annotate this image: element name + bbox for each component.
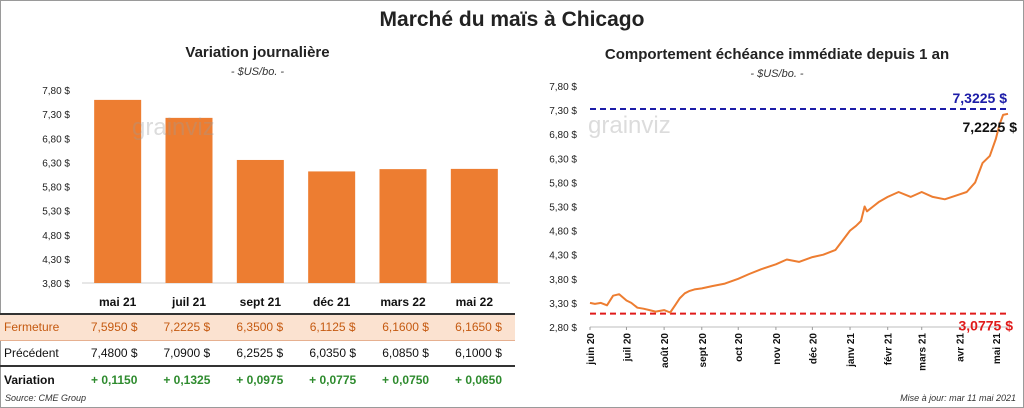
x-tick-label: juil 20 [622,333,633,363]
bar-mai 22 [450,168,498,283]
table-cell: + 0,0975 [236,372,284,387]
x-tick-label: juin 20 [586,333,597,366]
bar-juil 21 [165,117,213,283]
y-tick-label: 7,30 $ [42,110,70,121]
table-row: Variation + 0,1150 + 0,1325 + 0,0975 + 0,077… [0,366,515,392]
table-cell: 7,4800 $ [78,340,151,367]
x-tick-label: mai 22 [456,295,494,309]
price-series-line [589,112,1009,314]
y-tick-label: 5,80 $ [42,183,70,194]
line-chart-subtitle: - $US/bo. - [750,68,804,80]
y-tick-label: 7,80 $ [549,82,577,93]
high-label: 7,3225 $ [953,90,1008,106]
x-tick-label: avr 21 [955,333,966,362]
x-tick-label: mars 22 [380,295,426,309]
x-tick-label: janv 21 [846,333,857,368]
table-cell: 7,5950 $ [78,313,151,341]
line-chart-title: Comportement échéance immédiate depuis 1… [604,46,950,63]
last-label: 7,2225 $ [963,119,1018,135]
table-cell: 6,1600 $ [369,313,443,341]
bar-chart: 3,80 $ 4,30 $ 4,80 $ 5,30 $ 5,80 $ 6,30 $ 6,80… [42,86,510,309]
y-tick-label: 3,80 $ [42,279,70,290]
table-cell: + 0,1325 [163,372,211,387]
table-cell: 6,0350 $ [296,340,370,367]
low-label: 3,0775 $ [959,318,1014,334]
table-cell: 7,0900 $ [150,340,224,367]
y-tick-label: 3,80 $ [549,275,577,286]
y-tick-label: 6,80 $ [42,134,70,145]
table-cell: + 0,0650 [454,372,503,387]
y-tick-label: 6,30 $ [549,154,577,165]
table-cell: 6,2525 $ [223,340,297,367]
row-label: Fermeture [0,313,78,341]
table-cell: 6,3500 $ [223,313,297,341]
y-tick-label: 6,30 $ [42,158,70,169]
x-tick-label: déc 20 [808,333,819,365]
y-tick-label: 7,30 $ [549,106,577,117]
bar-mai 21 [94,99,142,283]
x-tick-label: mai 21 [992,333,1003,365]
y-tick-label: 3,30 $ [549,299,577,310]
line-chart: 2,80 $ 3,30 $ 3,80 $ 4,30 $ 4,80 $ 5,30 $ 5,80… [549,82,1018,371]
table-cell: 7,2225 $ [150,313,224,341]
x-tick-label: oct 20 [734,333,745,362]
bar-mars 22 [379,169,427,283]
table-row: Fermeture 7,5950 $7,2225 $6,3500 $6,1125 … [0,313,515,341]
y-tick-label: 4,30 $ [549,251,577,262]
table-cell: 6,1000 $ [442,340,515,367]
row-label: Précédent [0,340,78,367]
y-tick-label: 5,30 $ [549,203,577,214]
y-tick-label: 4,30 $ [42,255,70,266]
y-tick-label: 5,30 $ [42,207,70,218]
x-tick-label: août 20 [660,333,671,368]
table-cell: 6,1125 $ [296,313,370,341]
bar-déc 21 [308,171,356,283]
table-cell: + 0,0775 [309,372,357,387]
table-cell: + 0,1150 [91,372,138,387]
x-tick-label: mai 21 [99,295,137,309]
source-note: Source: CME Group [5,393,87,403]
y-tick-label: 2,80 $ [549,323,577,334]
table-cell: 6,0850 $ [369,340,443,367]
bar-chart-title: Variation journalière [185,44,330,61]
table-cell: + 0,0750 [382,372,430,387]
table-cell: 6,1650 $ [442,313,515,341]
watermark-text: grainviz [132,114,215,141]
row-label: Variation [4,372,55,387]
y-tick-label: 5,80 $ [549,178,577,189]
y-tick-label: 4,80 $ [42,231,70,242]
x-tick-label: mars 21 [918,333,929,371]
x-tick-label: févr 21 [884,333,895,366]
y-tick-label: 7,80 $ [42,86,70,97]
watermark-text: grainviz [588,112,671,139]
table-row: Précédent 7,4800 $7,0900 $6,2525 $6,0350 … [0,340,515,367]
x-tick-label: sept 20 [698,333,709,368]
x-tick-label: déc 21 [313,295,351,309]
y-tick-label: 4,80 $ [549,227,577,238]
y-tick-label: 6,80 $ [549,130,577,141]
price-table: Fermeture 7,5950 $7,2225 $6,3500 $6,1125 … [0,313,515,392]
x-tick-label: sept 21 [240,295,282,309]
update-note: Mise à jour: mar 11 mai 2021 [900,393,1016,403]
x-tick-label: juil 21 [171,295,206,309]
x-tick-label: nov 20 [772,333,783,365]
bar-sept 21 [236,159,284,283]
main-title: Marché du maïs à Chicago [379,8,645,31]
bar-chart-subtitle: - $US/bo. - [230,66,285,78]
